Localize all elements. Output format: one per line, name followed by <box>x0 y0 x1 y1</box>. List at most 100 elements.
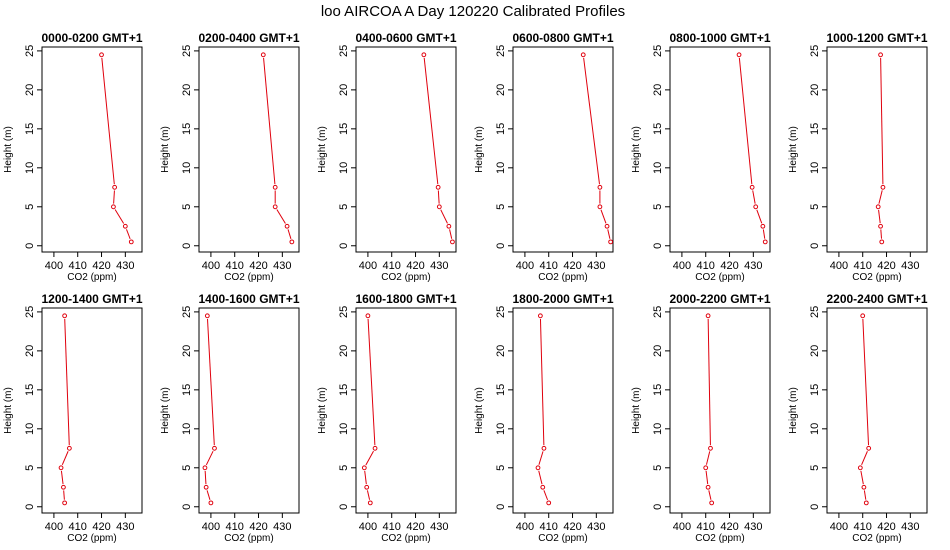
data-point <box>421 52 427 58</box>
data-point <box>128 239 134 245</box>
plot-frame <box>41 307 143 514</box>
x-tick-label: 410 <box>69 521 87 533</box>
panel-title: 1000-1200 GMT+1 <box>826 31 927 45</box>
data-point <box>212 445 217 451</box>
y-tick-label: 0 <box>652 243 664 249</box>
y-axis-label: Height (m) <box>788 387 799 434</box>
data-point <box>62 500 68 506</box>
y-tick-label: 0 <box>338 504 350 510</box>
profile-segment <box>440 209 448 224</box>
y-tick-label: 0 <box>24 243 36 249</box>
y-tick-label: 25 <box>495 306 507 318</box>
panel: 0000-0200 GMT+1 400 410 420 430 0 5 10 15 20 25 CO2… <box>3 31 143 283</box>
y-tick-label: 15 <box>24 123 36 135</box>
y-tick-label: 15 <box>652 384 664 396</box>
y-tick-label: 0 <box>809 504 821 510</box>
x-tick-label: 410 <box>226 521 244 533</box>
data-point <box>361 465 367 471</box>
y-tick-label: 20 <box>181 84 193 96</box>
y-tick-label: 25 <box>181 45 193 57</box>
data-point <box>66 445 72 451</box>
data-point <box>446 223 452 229</box>
profile-segment <box>263 57 276 185</box>
profile-segment <box>538 451 544 465</box>
y-tick-label: 10 <box>495 423 507 435</box>
profile-segment <box>126 229 131 240</box>
data-point <box>753 204 759 210</box>
x-tick-label: 430 <box>430 260 448 272</box>
x-tick-label: 430 <box>116 521 134 533</box>
data-point <box>597 204 603 210</box>
x-tick-label: 400 <box>516 521 534 533</box>
plot-frame <box>355 307 457 514</box>
y-tick-label: 0 <box>809 243 821 249</box>
data-point <box>540 484 546 490</box>
y-tick-label: 10 <box>652 423 664 435</box>
y-tick-label: 25 <box>338 45 350 57</box>
data-point <box>580 52 586 58</box>
panel: 1800-2000 GMT+1 400 410 420 430 0 5 10 15 20 25 CO2… <box>474 292 614 544</box>
y-tick-label: 5 <box>809 465 821 471</box>
data-point <box>289 239 295 245</box>
y-tick-label: 20 <box>495 345 507 357</box>
data-point <box>367 500 373 506</box>
x-tick-label: 420 <box>877 260 895 272</box>
x-tick-label: 400 <box>830 260 848 272</box>
panel-title: 1200-1400 GMT+1 <box>41 292 142 306</box>
profile-segment <box>114 209 125 224</box>
panel: 2000-2200 GMT+1 400 410 420 430 0 5 10 15 20 25 CO2… <box>631 292 771 544</box>
y-tick-label: 25 <box>809 45 821 57</box>
data-point <box>541 445 547 451</box>
x-axis-label: CO2 (ppm) <box>67 272 116 283</box>
data-point <box>878 52 883 58</box>
data-point <box>878 223 883 229</box>
y-tick-label: 20 <box>338 345 350 357</box>
data-point <box>705 484 711 490</box>
profile-segment <box>880 57 884 185</box>
profile-segment <box>707 318 711 446</box>
data-point <box>861 484 867 490</box>
x-tick-label: 420 <box>406 521 424 533</box>
x-tick-label: 420 <box>563 260 581 272</box>
panel-title: 2000-2200 GMT+1 <box>669 292 770 306</box>
y-tick-label: 25 <box>24 45 36 57</box>
y-tick-label: 25 <box>495 45 507 57</box>
y-tick-label: 10 <box>652 162 664 174</box>
data-point <box>208 500 214 506</box>
x-tick-label: 420 <box>92 521 110 533</box>
y-tick-label: 0 <box>652 504 664 510</box>
x-tick-label: 430 <box>744 260 762 272</box>
y-axis-label: Height (m) <box>631 126 642 173</box>
profile-segment <box>207 318 215 446</box>
profile-segment <box>878 209 881 224</box>
x-tick-label: 420 <box>249 521 267 533</box>
x-tick-label: 400 <box>359 260 377 272</box>
y-axis-label: Height (m) <box>3 126 14 173</box>
panel-title: 1800-2000 GMT+1 <box>512 292 613 306</box>
profile-segment <box>880 229 883 239</box>
y-tick-label: 15 <box>338 384 350 396</box>
y-tick-label: 20 <box>24 84 36 96</box>
y-tick-label: 15 <box>809 123 821 135</box>
y-axis-label: Height (m) <box>317 387 328 434</box>
y-tick-label: 20 <box>809 345 821 357</box>
data-point <box>203 484 209 490</box>
y-tick-label: 5 <box>495 204 507 210</box>
x-tick-label: 410 <box>697 260 715 272</box>
panel: 0400-0600 GMT+1 400 410 420 430 0 5 10 15 20 25 CO2… <box>317 31 457 283</box>
x-tick-label: 420 <box>563 521 581 533</box>
data-point <box>436 204 442 210</box>
y-tick-label: 5 <box>24 465 36 471</box>
y-tick-label: 5 <box>338 465 350 471</box>
data-point <box>708 445 713 451</box>
x-tick-label: 410 <box>697 521 715 533</box>
x-axis-label: CO2 (ppm) <box>852 272 901 283</box>
y-tick-label: 15 <box>181 123 193 135</box>
x-tick-label: 430 <box>116 260 134 272</box>
y-tick-label: 0 <box>24 504 36 510</box>
x-tick-label: 430 <box>273 260 291 272</box>
data-point <box>880 184 886 190</box>
profile-segment <box>437 190 440 204</box>
y-tick-label: 0 <box>181 243 193 249</box>
data-point <box>202 465 208 471</box>
